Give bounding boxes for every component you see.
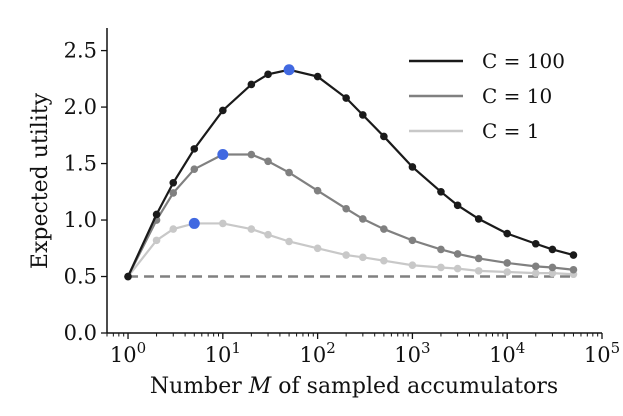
y-axis-title: Expected utility	[28, 92, 53, 269]
data-point	[169, 225, 178, 233]
data-point	[531, 269, 540, 277]
series-1	[124, 149, 578, 281]
data-point	[313, 186, 322, 195]
data-point	[474, 254, 483, 263]
x-axis-title: Number M of sampled accumulators	[150, 374, 558, 399]
data-point	[219, 106, 227, 115]
data-point	[548, 245, 557, 254]
data-point	[359, 111, 367, 119]
data-point	[380, 132, 388, 141]
legend: C = 100 C = 10 C = 1	[409, 49, 565, 143]
max-marker	[283, 64, 295, 76]
series-0	[124, 64, 578, 281]
data-point	[569, 251, 578, 259]
data-point	[380, 225, 388, 233]
x-tick-label: 101	[205, 339, 241, 367]
data-point	[359, 215, 367, 223]
data-point	[285, 237, 293, 246]
data-point	[531, 262, 540, 271]
series-2	[124, 217, 578, 281]
legend-label: C = 100	[482, 49, 565, 73]
data-point	[503, 229, 512, 238]
data-point	[169, 189, 178, 197]
data-point	[124, 272, 132, 281]
data-point	[453, 250, 462, 258]
data-point	[380, 256, 388, 265]
data-point	[264, 70, 272, 79]
data-point	[152, 210, 161, 219]
data-point	[342, 204, 350, 213]
ticks: 0.0 0.5 1.0 1.5 2.0 2.5 100 101 102 103 104 105	[64, 39, 621, 367]
data-point	[190, 145, 199, 153]
data-point	[219, 219, 227, 228]
data-point	[437, 263, 445, 272]
data-point	[247, 80, 256, 89]
data-point	[503, 259, 512, 267]
legend-label: C = 10	[482, 84, 552, 108]
data-point	[408, 236, 417, 245]
y-tick-label: 2.0	[64, 95, 97, 119]
data-point	[313, 244, 322, 253]
y-tick-label: 0.0	[64, 321, 97, 345]
data-point	[503, 268, 512, 276]
data-point	[569, 265, 578, 274]
series	[124, 64, 578, 281]
data-point	[313, 72, 322, 81]
max-marker	[217, 149, 229, 161]
data-point	[152, 236, 161, 245]
y-tick-label: 0.5	[64, 265, 97, 289]
axes	[106, 28, 602, 334]
data-point	[342, 251, 350, 259]
data-point	[408, 261, 417, 270]
data-point	[531, 239, 540, 248]
data-point	[437, 245, 445, 254]
data-point	[247, 150, 256, 159]
x-tick-label: 100	[110, 339, 146, 367]
x-tick-label: 102	[299, 339, 335, 367]
series-line	[127, 68, 574, 277]
data-point	[285, 168, 293, 177]
data-point	[264, 230, 272, 239]
y-tick-label: 1.5	[64, 152, 97, 176]
data-point	[359, 253, 367, 262]
data-point	[548, 269, 557, 277]
data-point	[474, 267, 483, 275]
max-marker	[188, 217, 200, 229]
data-point	[264, 157, 272, 166]
x-tick-label: 103	[394, 339, 430, 367]
data-point	[474, 215, 483, 223]
legend-label: C = 1	[482, 119, 540, 143]
y-tick-label: 2.5	[64, 39, 97, 63]
data-point	[169, 178, 178, 187]
data-point	[548, 263, 557, 272]
y-tick-label: 1.0	[64, 208, 97, 232]
data-point	[453, 264, 462, 273]
data-point	[437, 187, 445, 196]
data-point	[342, 94, 350, 102]
x-tick-label: 105	[584, 339, 620, 367]
series-line	[127, 153, 574, 278]
data-point	[247, 225, 256, 233]
data-point	[190, 165, 199, 174]
data-point	[408, 163, 417, 171]
data-point	[453, 201, 462, 210]
x-tick-label: 104	[489, 339, 525, 367]
